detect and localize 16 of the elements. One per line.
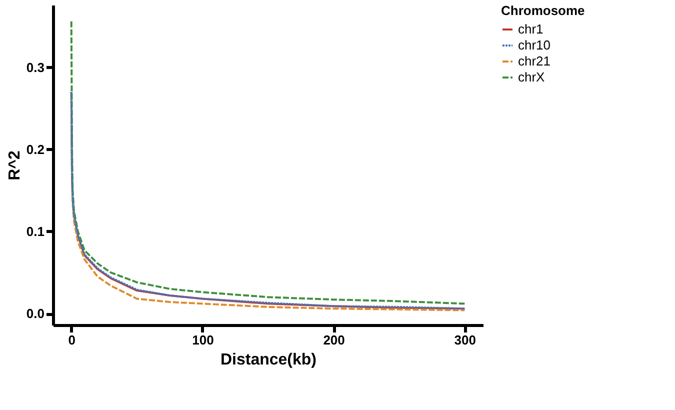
x-tick-label: 100: [192, 332, 214, 348]
legend-title: Chromosome: [501, 3, 585, 18]
x-axis-title: Distance(kb): [220, 352, 317, 368]
y-tick-label: 0.0: [26, 306, 44, 322]
x-tick-label: 300: [454, 332, 476, 348]
y-axis-title: R^2: [6, 150, 24, 180]
legend-label: chrX: [518, 70, 546, 84]
legend-label: chr10: [518, 38, 551, 52]
y-tick-label: 0.2: [26, 142, 44, 157]
legend-label: chr21: [518, 54, 551, 68]
x-tick-label: 200: [323, 332, 345, 348]
y-tick-label: 0.1: [26, 224, 44, 239]
x-tick-label: 0: [68, 332, 76, 348]
line-series: [70, 20, 466, 305]
y-tick-label: 0.3: [26, 60, 44, 75]
legend-label: chr1: [518, 22, 544, 36]
